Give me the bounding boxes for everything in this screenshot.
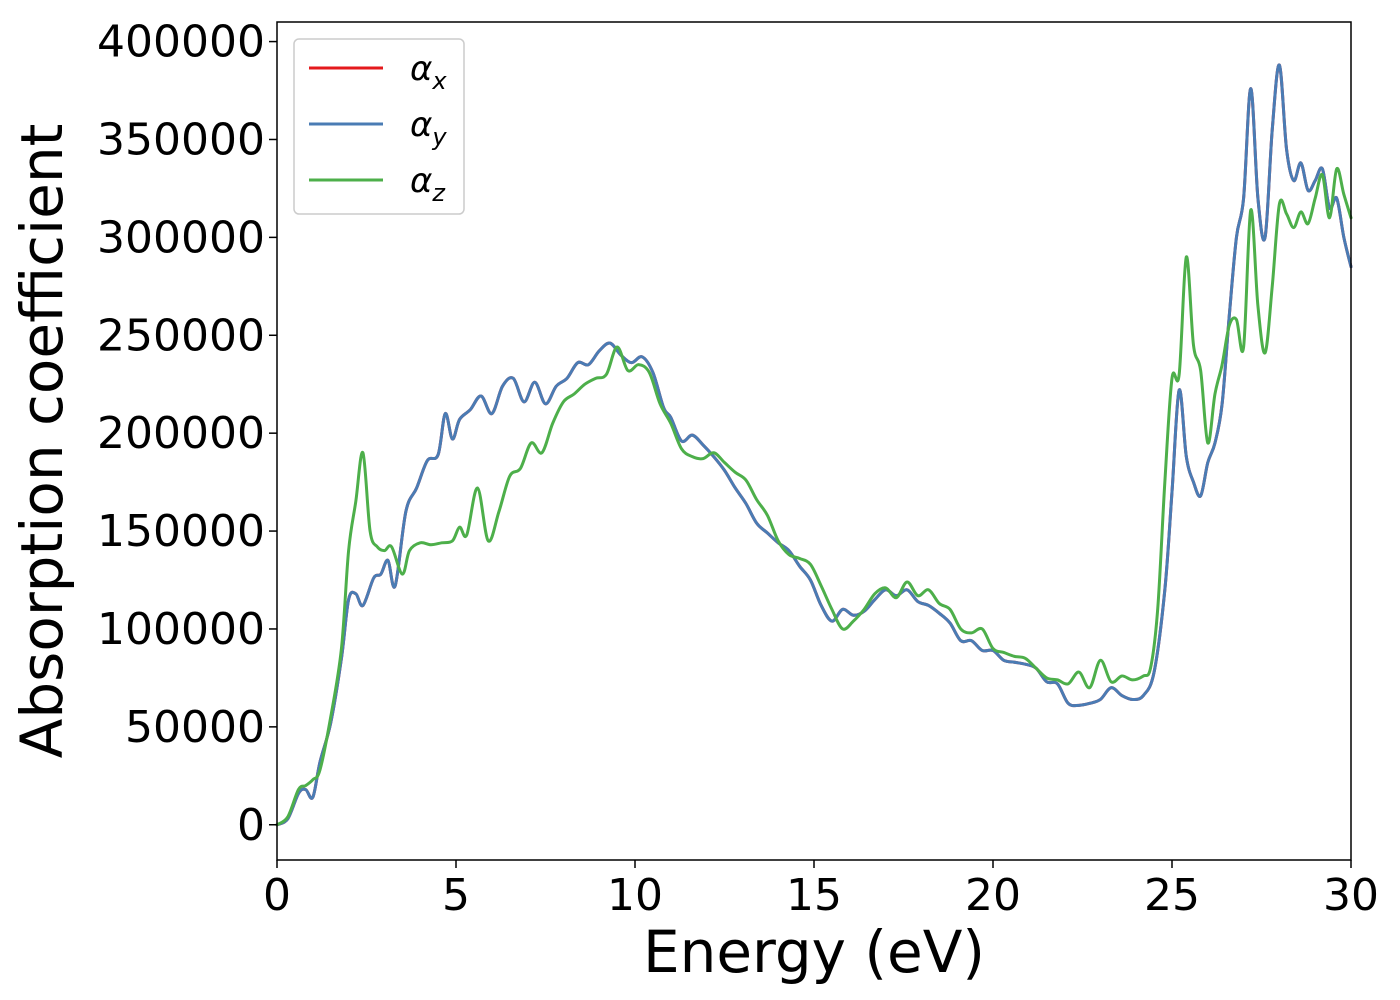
x-tick-label: 30 <box>1323 870 1379 921</box>
legend-box <box>293 38 465 215</box>
legend-label-x: αx <box>410 49 447 95</box>
y-tick-label: 0 <box>237 800 265 851</box>
x-tick-label: 10 <box>607 870 663 921</box>
series-line-z <box>275 166 1353 827</box>
x-tick-label: 5 <box>442 870 470 921</box>
legend-label-y: αy <box>410 105 447 151</box>
y-axis-title: Absorption coefficient <box>8 124 76 759</box>
x-axis-ticks: 0 5 10 15 20 25 30 <box>263 860 1379 921</box>
x-axis-title: Energy (eV) <box>643 918 985 986</box>
y-tick-label: 250000 <box>97 310 265 361</box>
y-tick-label: 50000 <box>125 702 265 753</box>
series-line-y <box>275 63 1353 827</box>
y-tick-label: 400000 <box>97 17 265 68</box>
x-tick-label: 0 <box>263 870 291 921</box>
y-tick-label: 300000 <box>97 212 265 263</box>
y-tick-label: 200000 <box>97 408 265 459</box>
y-tick-label: 100000 <box>97 604 265 655</box>
x-tick-label: 25 <box>1144 870 1200 921</box>
series-layer <box>275 63 1353 827</box>
legend: αx αy αz <box>293 38 465 215</box>
y-axis-ticks: 0 50000 100000 150000 200000 250000 300000 3500… <box>97 17 277 851</box>
legend-label-z: αz <box>410 161 446 207</box>
x-tick-label: 15 <box>786 870 842 921</box>
y-tick-label: 350000 <box>97 114 265 165</box>
y-tick-label: 150000 <box>97 506 265 557</box>
x-tick-label: 20 <box>965 870 1021 921</box>
